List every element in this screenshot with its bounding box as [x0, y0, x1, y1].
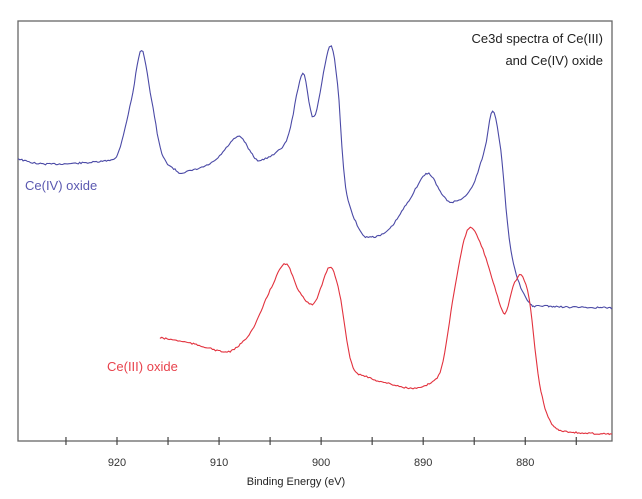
x-tick-label: 920: [108, 457, 126, 469]
series-line-ce-iii: [159, 226, 613, 436]
plot-frame: [17, 20, 613, 442]
chart-title-line-2: and Ce(IV) oxide: [505, 53, 603, 68]
x-tick-label: 880: [516, 457, 534, 469]
series-line-ce-iv: [18, 45, 613, 310]
chart-title-line-1: Ce3d spectra of Ce(III): [472, 31, 604, 46]
x-axis-label: Binding Energy (eV): [247, 476, 345, 488]
x-tick-label: 900: [312, 457, 330, 469]
series-label-ce-iii: Ce(III) oxide: [107, 359, 178, 374]
x-tick-label: 910: [210, 457, 228, 469]
series-label-ce-iv: Ce(IV) oxide: [25, 178, 97, 193]
x-tick-label: 890: [414, 457, 432, 469]
